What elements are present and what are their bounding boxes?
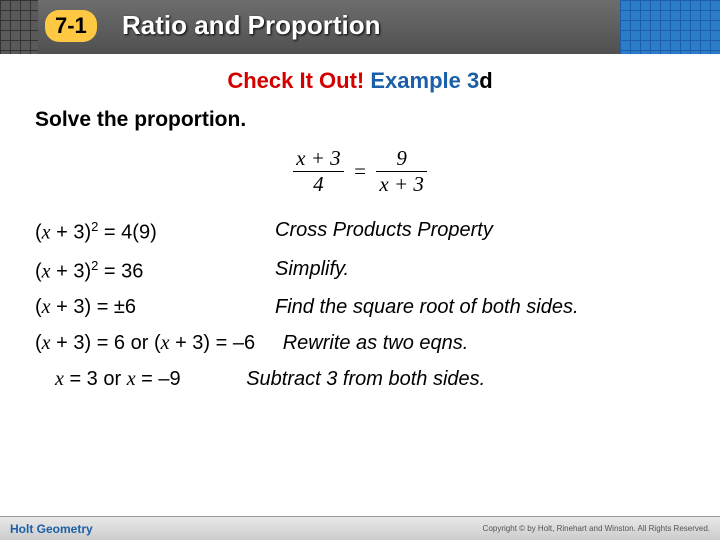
content-area: Solve the proportion. x + 3 4 = 9 x + 3 … [0,94,720,391]
step-5: x = 3 or x = –9 Subtract 3 from both sid… [35,368,685,391]
footer-book-title: Holt Geometry [10,522,93,536]
section-badge: 7-1 [45,10,97,42]
step-1-right: Cross Products Property [275,219,685,245]
subtitle-blue: Example 3 [370,68,479,93]
equals-sign: = [354,159,366,184]
solution-steps: (x + 3)2 = 4(9) Cross Products Property … [35,219,685,391]
step-5-right: Subtract 3 from both sides. [246,368,485,390]
step-4: (x + 3) = 6 or (x + 3) = –6 Rewrite as t… [35,332,685,355]
header-grid-left [0,0,38,54]
step-1-left: (x + 3)2 = 4(9) [35,219,275,245]
step-4-right: Rewrite as two eqns. [283,332,469,354]
step-3-right: Find the square root of both sides. [275,296,685,319]
step-2-left: (x + 3)2 = 36 [35,258,275,284]
header-grid-right [620,0,720,54]
footer-copyright: Copyright © by Holt, Rinehart and Winsto… [483,524,710,533]
example-subtitle: Check It Out! Example 3d [0,68,720,94]
subtitle-black: d [479,68,492,93]
chapter-title: Ratio and Proportion [122,10,381,41]
instruction-text: Solve the proportion. [35,108,685,132]
step-3-left: (x + 3) = ±6 [35,296,275,319]
footer-bar: Holt Geometry Copyright © by Holt, Rineh… [0,516,720,540]
step-2-right: Simplify. [275,258,685,284]
main-equation: x + 3 4 = 9 x + 3 [35,146,685,197]
header-bar: 7-1 Ratio and Proportion [0,0,720,54]
fraction-right: 9 x + 3 [376,146,427,197]
fraction-left: x + 3 4 [293,146,344,197]
subtitle-red: Check It Out! [227,68,370,93]
